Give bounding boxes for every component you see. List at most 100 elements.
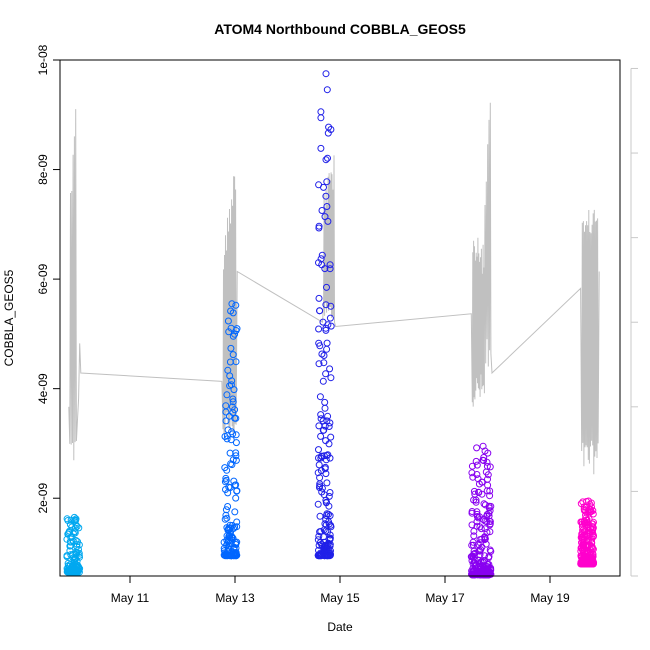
scatter-point [580,517,588,525]
scatter-point [323,339,331,347]
scatter-point [72,516,80,524]
scatter-point [231,330,239,338]
x-tick-label: May 11 [111,591,150,605]
scatter-point [323,178,331,186]
scatter-point [481,536,489,544]
scatter-point [221,515,229,523]
x-tick-label: May 13 [215,591,255,605]
scatter-point [326,512,334,520]
scatter-point [322,156,330,164]
scatter-point [64,517,72,524]
scatter-point [469,538,477,546]
scatter-point [586,500,594,508]
scatter-point [577,518,585,526]
scatter-point [476,547,484,555]
scatter-point [326,265,334,273]
scatter-point [232,456,240,464]
scatter-point [229,351,237,359]
scatter-point [324,412,332,420]
scatter-point [319,318,327,326]
scatter-point [223,432,231,440]
scatter-point [474,514,482,522]
y2-tick-label: 320 [647,228,650,248]
scatter-point [314,469,322,477]
scatter-point [316,393,324,401]
scatter-points [63,70,598,579]
scatter-point [321,265,329,273]
scatter-point [223,466,231,474]
scatter-point [472,496,480,504]
scatter-point [588,535,596,543]
scatter-point [480,500,488,508]
scatter-point [324,154,331,162]
x-tick-label: May 17 [425,591,465,605]
scatter-point [327,322,335,330]
scatter-point [321,404,329,412]
scatter-point [327,433,335,441]
scatter-point [318,251,326,259]
scatter-point [577,544,585,552]
scatter-point [71,524,79,532]
scatter-point [316,512,324,520]
scatter-point [581,559,588,567]
scatter-point [322,548,330,556]
y-axis: 2e-09 4e-09 6e-09 8e-09 1e-08 [36,44,60,514]
scatter-point [323,345,331,353]
scatter-point [469,570,477,578]
scatter-point [584,560,592,568]
scatter-point [473,461,481,469]
scatter-point [70,558,78,566]
y2-tick-label: 340 [647,143,650,163]
scatter-point [315,222,323,230]
scatter-point [315,446,322,454]
y-tick-label: 2e-09 [36,483,50,514]
scatter-point [579,529,587,537]
scatter-point [486,463,494,471]
scatter-point [318,207,326,214]
scatter-point [316,474,324,482]
scatter-point [324,217,332,225]
y-tick-label: 1e-08 [36,44,50,75]
scatter-point [322,301,330,309]
scatter-point [322,456,330,464]
scatter-point [319,377,327,385]
scatter-point [321,398,329,406]
scatter-point [315,294,323,302]
scatter-point [221,551,229,559]
scatter-point [227,324,235,332]
scatter-point [225,533,233,541]
scatter-point [74,568,82,576]
scatter-point [227,344,235,352]
scatter-point [222,417,230,425]
scatter-point [221,478,229,486]
scatter-point [320,183,327,191]
y2-tick-label: 300 [647,312,650,332]
scatter-point [481,533,489,541]
scatter-point [230,386,238,394]
scatter-point [318,540,325,548]
scatter-point [326,261,334,269]
scatter-point [224,503,232,510]
scatter-point [224,317,232,325]
chart-title: ATOM4 Northbound COBBLA_GEOS5 [214,21,466,37]
scatter-point [477,546,485,554]
scatter-point [469,568,477,576]
scatter-point [484,481,492,489]
scatter-point [232,449,240,457]
scatter-point [325,123,333,131]
scatter-point [468,462,476,470]
scatter-point [66,527,73,535]
scatter-point [232,358,240,366]
scatter-point [472,457,480,465]
y2-tick-label: 240 [647,566,650,586]
scatter-point [315,325,323,333]
scatter-point [226,382,234,390]
scatter-point [232,549,240,556]
scatter-point [315,339,323,347]
y-axis-label: COBBLA_GEOS5 [2,269,16,366]
scatter-point [578,533,586,541]
scatter-point [587,508,595,516]
scatter-point [320,359,328,367]
scatter-point [232,301,240,309]
